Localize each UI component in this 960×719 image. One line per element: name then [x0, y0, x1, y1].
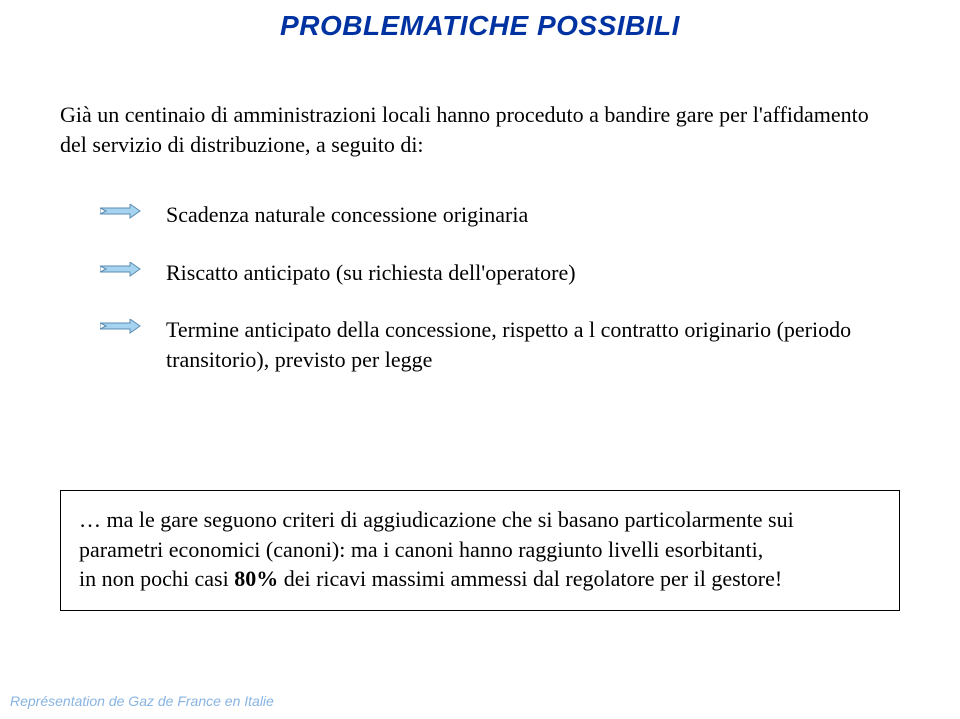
- slide: PROBLEMATICHE POSSIBILI Già un centinaio…: [0, 0, 960, 719]
- arrow-icon: [100, 262, 148, 284]
- list-item: Riscatto anticipato (su richiesta dell'o…: [100, 258, 860, 288]
- highlight-text: … ma le gare seguono criteri di aggiudic…: [79, 505, 881, 594]
- list-item: Termine anticipato della concessione, ri…: [100, 315, 860, 374]
- bullet-list: Scadenza naturale concessione originaria…: [100, 200, 860, 403]
- footer-text: Représentation de Gaz de France en Itali…: [10, 693, 274, 709]
- list-item-text: Termine anticipato della concessione, ri…: [166, 315, 860, 374]
- list-item: Scadenza naturale concessione originaria: [100, 200, 860, 230]
- box-text-bold: 80%: [234, 566, 278, 591]
- arrow-icon: [100, 319, 148, 341]
- box-text-suffix: dei ricavi massimi ammessi dal regolator…: [278, 566, 782, 591]
- highlight-box: … ma le gare seguono criteri di aggiudic…: [60, 490, 900, 611]
- list-item-text: Scadenza naturale concessione originaria: [166, 200, 528, 230]
- list-item-text: Riscatto anticipato (su richiesta dell'o…: [166, 258, 576, 288]
- intro-paragraph: Già un centinaio di amministrazioni loca…: [60, 100, 900, 159]
- arrow-icon: [100, 204, 148, 226]
- slide-title: PROBLEMATICHE POSSIBILI: [0, 10, 960, 42]
